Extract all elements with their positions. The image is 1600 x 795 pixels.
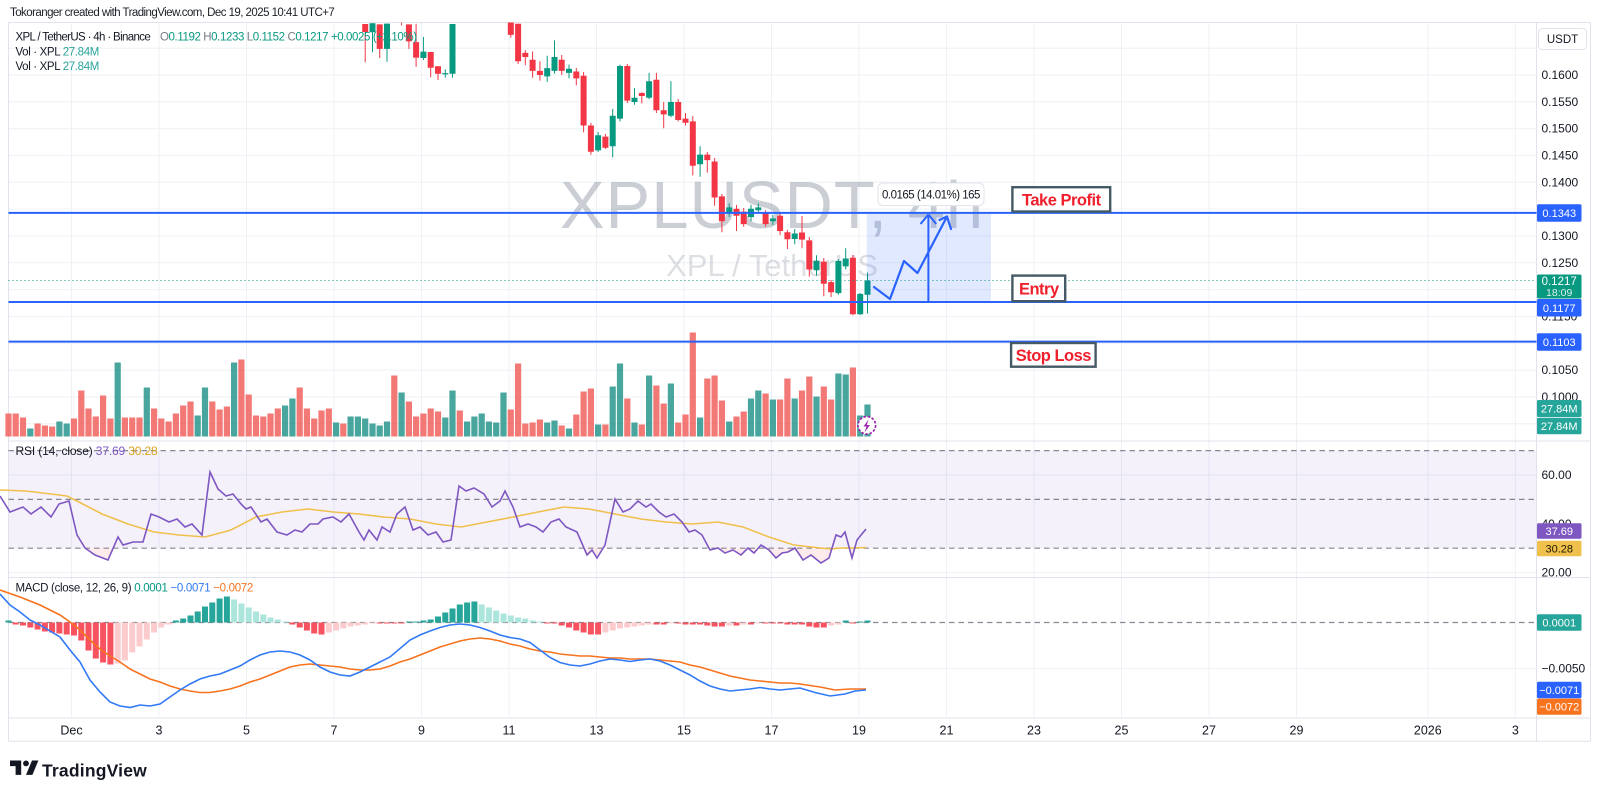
svg-text:13: 13 [590, 724, 604, 738]
svg-text:Tokoranger created with Tradin: Tokoranger created with TradingView.com,… [10, 7, 334, 19]
svg-text:0.1600: 0.1600 [1542, 68, 1579, 82]
svg-text:11: 11 [503, 724, 516, 738]
svg-text:Vol · XPL 27.84M: Vol · XPL 27.84M [16, 47, 99, 59]
svg-text:5: 5 [243, 724, 250, 738]
svg-text:XPL / TetherUS · 4h · Binance: XPL / TetherUS · 4h · Binance [16, 32, 151, 44]
svg-text:29: 29 [1290, 724, 1304, 738]
svg-text:0.1300: 0.1300 [1542, 229, 1579, 243]
svg-text:25: 25 [1115, 724, 1129, 738]
svg-text:7: 7 [331, 724, 338, 738]
svg-text:2026: 2026 [1414, 724, 1442, 738]
svg-text:20.00: 20.00 [1542, 566, 1572, 580]
svg-text:0.1500: 0.1500 [1542, 122, 1579, 136]
svg-text:MACD (close, 12, 26, 9) 0.0001: MACD (close, 12, 26, 9) 0.0001 −0.0071 −… [16, 583, 254, 595]
svg-text:23: 23 [1027, 724, 1041, 738]
svg-text:9: 9 [418, 724, 425, 738]
svg-text:27.84M: 27.84M [1541, 421, 1578, 433]
svg-text:19: 19 [852, 724, 866, 738]
svg-text:0.1450: 0.1450 [1542, 148, 1579, 162]
svg-text:30.28: 30.28 [1545, 544, 1573, 556]
svg-text:27: 27 [1202, 724, 1216, 738]
svg-text:Stop Loss: Stop Loss [1016, 347, 1092, 365]
svg-text:O0.1192 H0.1233 L0.1152 C0.121: O0.1192 H0.1233 L0.1152 C0.1217 +0.0025 … [160, 32, 417, 44]
svg-text:Take Profit: Take Profit [1022, 191, 1102, 209]
svg-text:3: 3 [156, 724, 163, 738]
svg-text:0.0001: 0.0001 [1542, 618, 1576, 630]
svg-text:0.1177: 0.1177 [1543, 303, 1576, 315]
svg-text:0.1050: 0.1050 [1542, 363, 1579, 377]
svg-text:0.0165 (14.01%) 165: 0.0165 (14.01%) 165 [882, 190, 980, 202]
svg-text:XPL / TetherUS: XPL / TetherUS [666, 248, 878, 283]
svg-text:Dec: Dec [60, 724, 82, 738]
svg-text:37.69: 37.69 [1545, 526, 1573, 538]
svg-text:−0.0071: −0.0071 [1539, 685, 1579, 697]
svg-text:0.1250: 0.1250 [1542, 256, 1579, 270]
svg-text:0.1103: 0.1103 [1543, 337, 1576, 349]
svg-text:Entry: Entry [1019, 280, 1060, 298]
svg-text:60.00: 60.00 [1542, 468, 1572, 482]
svg-text:0.1550: 0.1550 [1542, 95, 1579, 109]
svg-text:15: 15 [677, 724, 691, 738]
svg-text:18:09: 18:09 [1546, 287, 1572, 299]
svg-text:3: 3 [1512, 724, 1519, 738]
svg-text:Vol · XPL 27.84M: Vol · XPL 27.84M [16, 61, 99, 73]
svg-text:0.1400: 0.1400 [1542, 175, 1579, 189]
svg-text:−0.0072: −0.0072 [1539, 702, 1579, 714]
svg-text:0.1343: 0.1343 [1542, 208, 1576, 220]
svg-text:−0.0050: −0.0050 [1542, 662, 1586, 676]
svg-text:21: 21 [940, 724, 954, 738]
svg-text:17: 17 [765, 724, 779, 738]
svg-text:RSI (14, close) 37.69 30.28: RSI (14, close) 37.69 30.28 [16, 444, 159, 458]
svg-text:USDT: USDT [1547, 34, 1578, 46]
svg-text:TradingView: TradingView [42, 761, 147, 781]
svg-text:0.1217: 0.1217 [1542, 276, 1577, 288]
svg-text:27.84M: 27.84M [1541, 404, 1578, 416]
